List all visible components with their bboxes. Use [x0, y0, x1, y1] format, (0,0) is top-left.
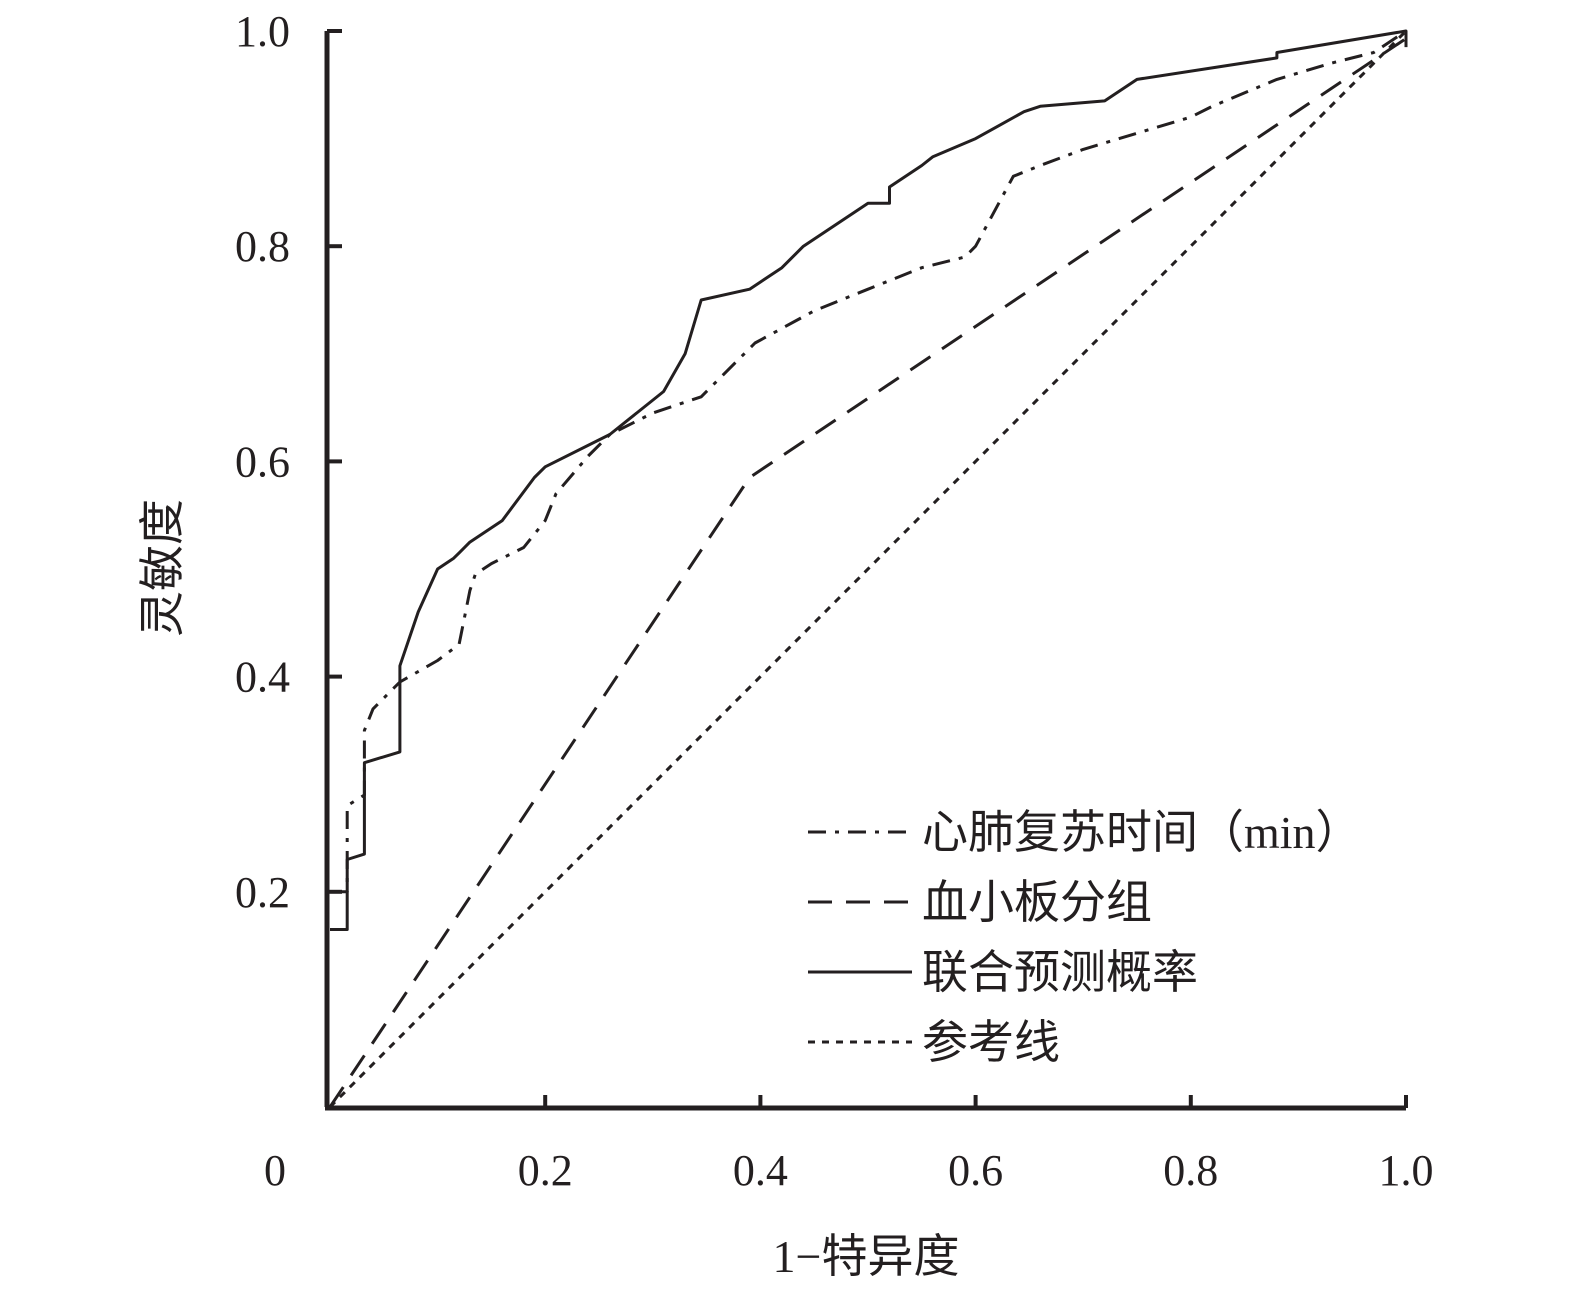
y-tick-label: 0.6 [235, 437, 290, 486]
series-line-dashdot [330, 29, 1407, 894]
x-tick-label: 0.4 [733, 1146, 788, 1195]
x-axis-title: 1−特异度 [773, 1231, 960, 1282]
x-tick-label: 0.6 [948, 1146, 1003, 1195]
series-layer [328, 29, 1408, 1109]
x-tick-label: 0.2 [518, 1146, 573, 1195]
legend-label: 血小板分组 [922, 877, 1152, 928]
x-tick-label: 1.0 [1379, 1146, 1434, 1195]
y-tick-label: 0.8 [235, 222, 290, 271]
legend-label: 心肺复苏时间（min） [922, 807, 1362, 858]
axes-layer [324, 31, 1406, 1111]
y-tick-label: 0.4 [235, 653, 290, 702]
x-tick-label: 0.8 [1163, 1146, 1218, 1195]
y-tick-label: 0.2 [235, 868, 290, 917]
y-axis-title: 灵敏度 [137, 499, 188, 637]
y-tick-label: 1.0 [235, 7, 290, 56]
legend-label: 联合预测概率 [922, 947, 1198, 998]
ticks-layer: 0 0.2 0.4 0.6 0.8 1.0 0.2 0.4 0.6 0.8 1.0 [235, 7, 1434, 1195]
legend-label: 参考线 [922, 1017, 1060, 1068]
x-tick-label: 0 [264, 1146, 286, 1195]
series-line-dotted [328, 29, 1408, 1109]
series-line-solid [330, 29, 1408, 931]
series-line-dashed [328, 31, 1408, 1108]
